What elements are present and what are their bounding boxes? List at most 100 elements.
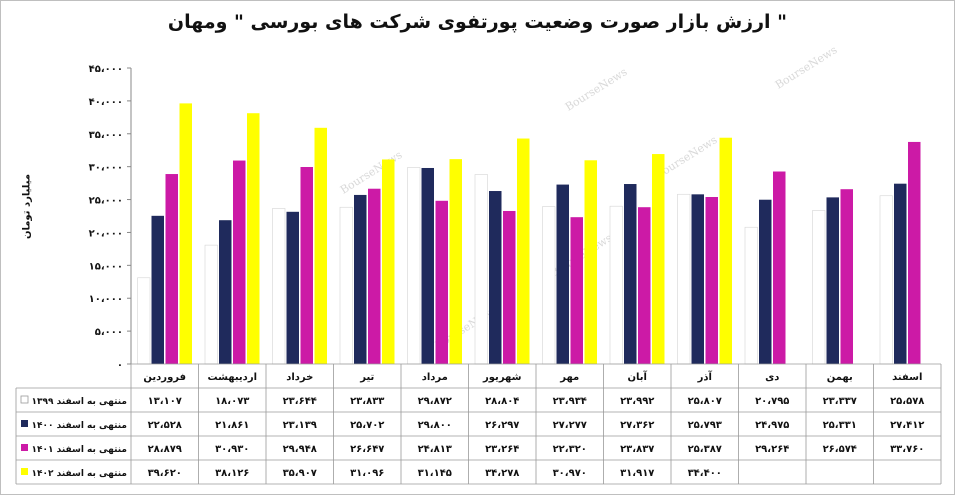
data-label: ۲۳،۳۳۷ (823, 396, 857, 407)
legend-label: منتهی به اسفند ۱۴۰۱ (32, 445, 127, 455)
data-label: ۲۳،۸۳۷ (620, 444, 654, 455)
bar (368, 188, 381, 364)
bar (489, 191, 502, 364)
data-label: ۲۲،۳۲۰ (553, 444, 587, 455)
legend-swatch (21, 468, 28, 475)
bar (812, 210, 826, 365)
data-label: ۳۱،۱۴۵ (418, 468, 452, 479)
data-label: ۲۹،۲۶۴ (755, 444, 789, 455)
legend-swatch (20, 395, 29, 404)
bar (744, 226, 758, 365)
category-label: اسفند (892, 372, 922, 383)
data-label: ۲۵،۳۳۱ (823, 420, 857, 431)
bar (339, 206, 353, 365)
data-label: ۳۰،۹۷۰ (553, 468, 587, 479)
bar (474, 174, 488, 365)
data-label: ۲۵،۸۰۷ (688, 396, 722, 407)
data-label: ۲۷،۴۱۲ (890, 420, 924, 431)
data-label: ۳۹،۶۲۰ (148, 468, 182, 479)
bar (204, 244, 218, 365)
bar (719, 137, 732, 364)
bar (354, 194, 367, 364)
y-tick-label: ۳۰،۰۰۰ (89, 163, 123, 174)
bar (517, 138, 530, 364)
data-label: ۲۵،۷۰۲ (350, 420, 384, 431)
data-label: ۲۶،۵۷۴ (823, 444, 857, 455)
bar (137, 277, 151, 365)
bar (638, 207, 651, 364)
bar (286, 211, 299, 364)
bar (894, 183, 907, 364)
data-label: ۲۹،۹۴۸ (283, 444, 317, 455)
category-label: فروردین (143, 372, 186, 383)
data-label: ۲۳،۸۳۳ (350, 396, 384, 407)
data-label: ۲۵،۵۷۸ (890, 396, 924, 407)
data-label: ۳۱،۹۱۷ (620, 468, 654, 479)
data-label: ۱۸،۰۷۳ (215, 396, 249, 407)
data-label: ۲۶،۶۴۷ (350, 444, 384, 455)
category-label: آذر (697, 370, 713, 383)
y-tick-label: ۳۵،۰۰۰ (89, 130, 123, 141)
data-label: ۳۸،۱۲۶ (215, 468, 249, 479)
bar (584, 160, 597, 364)
data-label: ۲۵،۷۹۳ (688, 420, 722, 431)
category-label: آبان (628, 370, 648, 383)
bar (435, 200, 448, 364)
y-tick-label: ۲۵،۰۰۰ (89, 196, 123, 207)
bar (691, 194, 704, 364)
data-label: ۲۹،۸۷۲ (418, 396, 452, 407)
data-label: ۳۳،۷۶۰ (890, 444, 924, 455)
category-label: شهریور (482, 372, 522, 383)
data-label: ۲۳،۱۳۹ (283, 420, 317, 431)
data-label: ۳۵،۹۰۷ (283, 468, 317, 479)
data-label: ۲۷،۳۶۲ (620, 420, 654, 431)
bar (272, 208, 286, 365)
legend-label: منتهی به اسفند ۱۴۰۰ (32, 421, 127, 431)
bar (879, 195, 893, 365)
data-label: ۳۱،۰۹۶ (350, 468, 384, 479)
bar (705, 197, 718, 364)
legend-swatch (21, 420, 28, 427)
bar (609, 205, 623, 365)
y-tick-label: ۱۵،۰۰۰ (89, 261, 123, 272)
bar (652, 154, 665, 364)
data-label: ۲۴،۹۷۵ (755, 420, 789, 431)
data-label: ۲۸،۸۰۴ (485, 396, 519, 407)
data-label: ۲۲،۵۲۸ (148, 420, 182, 431)
category-label: تیر (359, 372, 374, 383)
chart-title: ارزش بازار صورت وضعیت پورتفوی شرکت های ب… (167, 11, 788, 33)
bar (840, 189, 853, 364)
bar (624, 184, 637, 364)
data-label: ۲۴،۸۱۳ (418, 444, 452, 455)
data-label: ۲۱،۸۶۱ (215, 420, 249, 431)
data-label: ۲۳،۲۶۴ (485, 444, 519, 455)
data-label: ۲۳،۹۳۴ (553, 396, 587, 407)
bar (247, 113, 260, 365)
bar (773, 171, 786, 364)
y-tick-label: ۴۵،۰۰۰ (89, 64, 123, 75)
y-tick-label: ۰ (117, 360, 123, 371)
category-label: مرداد (422, 372, 448, 383)
category-label: مهر (559, 372, 579, 383)
bar (503, 210, 516, 364)
bar (219, 220, 232, 364)
data-label: ۲۸،۸۷۹ (148, 444, 182, 455)
y-tick-label: ۵،۰۰۰ (95, 327, 123, 338)
legend-label: منتهی به اسفند ۱۴۰۲ (32, 469, 127, 479)
y-tick-label: ۲۰،۰۰۰ (89, 228, 123, 239)
bar (542, 206, 556, 365)
bar (556, 184, 569, 364)
data-label: ۲۶،۲۹۷ (485, 420, 519, 431)
bar (908, 141, 921, 364)
legend-label: منتهی به اسفند ۱۳۹۹ (32, 397, 127, 407)
bar (314, 127, 327, 364)
bar (179, 103, 192, 365)
bar (407, 167, 421, 365)
bar (826, 197, 839, 364)
data-label: ۳۴،۲۷۸ (485, 468, 519, 479)
data-label: ۲۷،۲۷۷ (553, 420, 587, 431)
category-label: دی (765, 372, 779, 383)
bar (677, 193, 691, 365)
bar (382, 159, 395, 364)
